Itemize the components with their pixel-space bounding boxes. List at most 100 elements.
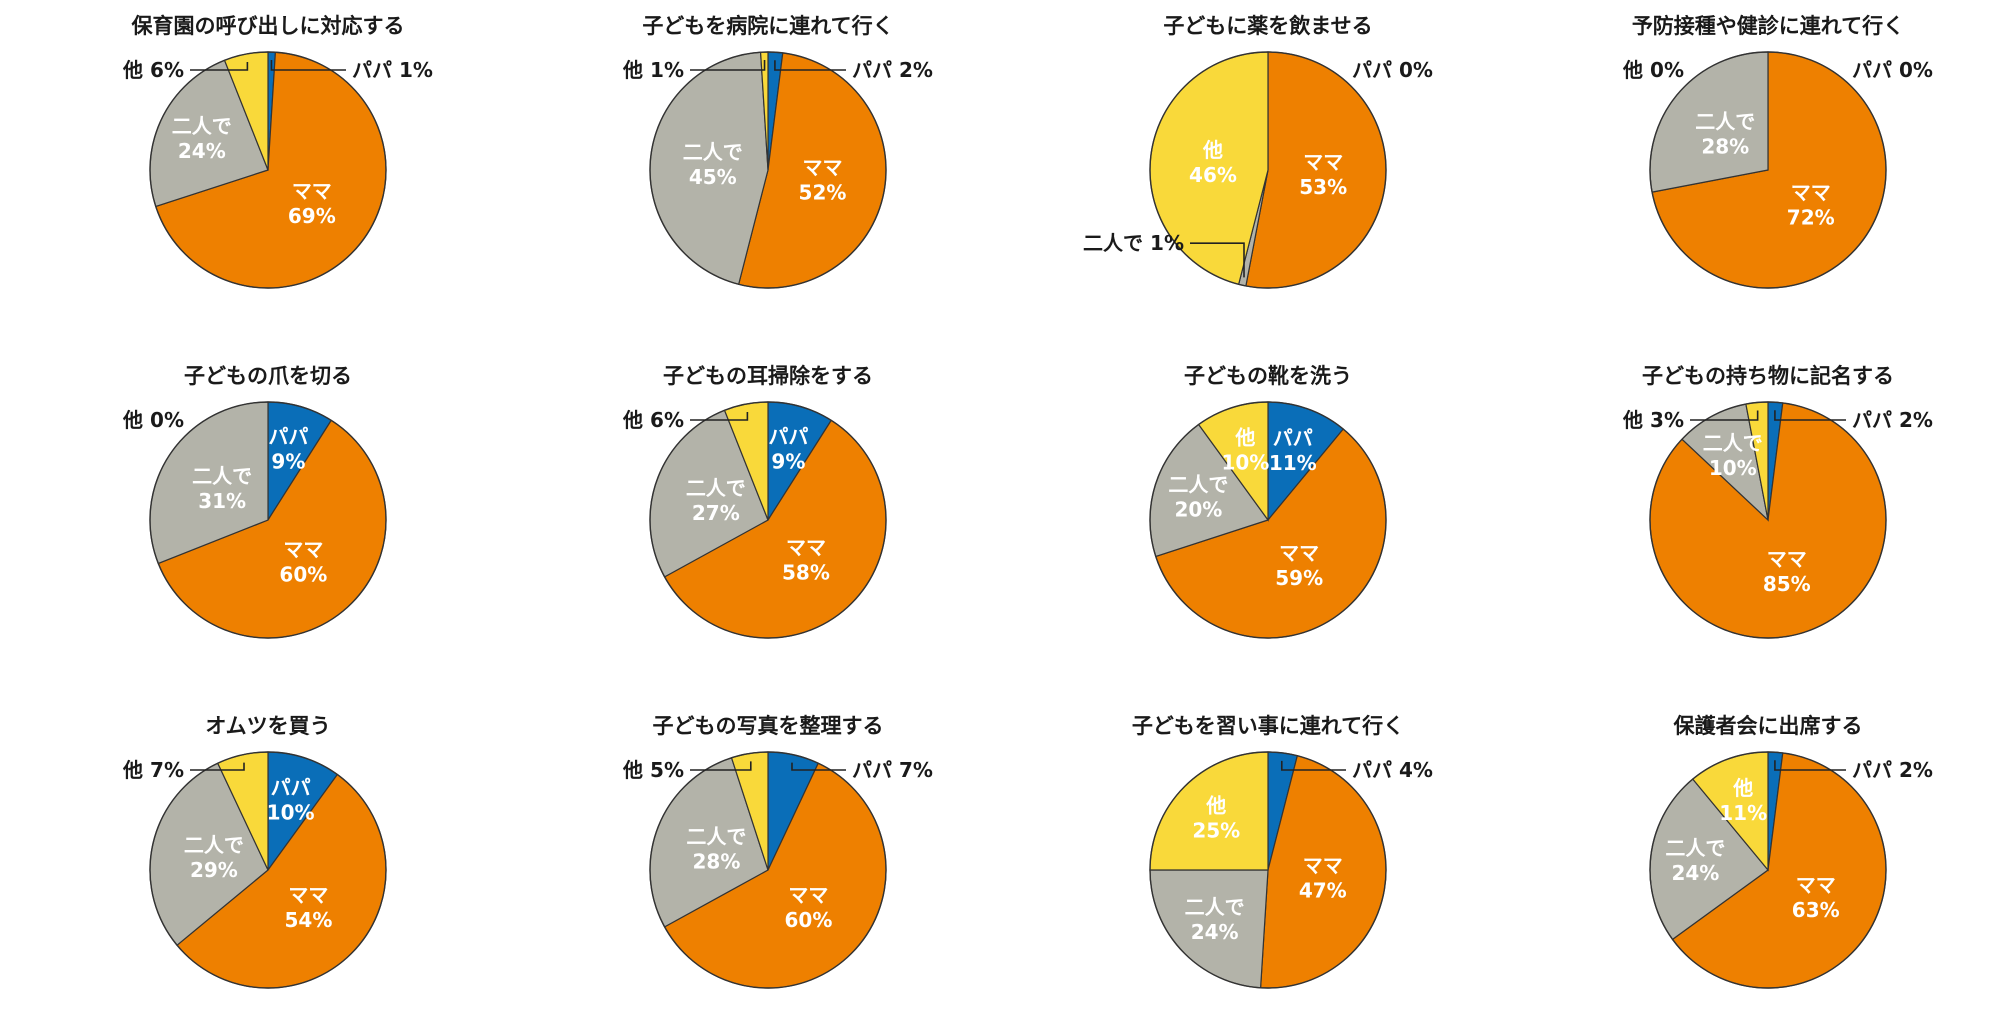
slice-name: パパ (1852, 408, 1892, 432)
slice-name: パパ (852, 58, 892, 82)
slice-label-mama: ママ (1303, 150, 1343, 174)
pie-outline (1149, 751, 1387, 989)
slice-label-papa: パパ (768, 425, 808, 449)
slice-label-futari: 二人で (686, 825, 746, 849)
leader-line (690, 60, 766, 71)
slice-value-papa: 9% (271, 450, 305, 474)
slice-label-mama: ママ (1796, 873, 1836, 897)
slice-name: パパ (1852, 58, 1892, 82)
leader-line (1280, 760, 1346, 771)
slice-label-mama: ママ (1303, 854, 1343, 878)
slice-label-futari: 二人で (1168, 472, 1228, 496)
leader-line (270, 60, 346, 71)
slice-value-papa: 9% (771, 450, 805, 474)
slice-label-papa: パパ 2% (1852, 408, 1933, 432)
slice-value: 2% (1899, 408, 1933, 432)
chart-title: 子どもの耳掃除をする (663, 364, 873, 388)
slice-value-mama: 60% (279, 563, 327, 587)
leader-line (690, 761, 752, 771)
pie-outline (1649, 51, 1887, 289)
slice-label-mama: ママ (292, 179, 332, 203)
leader-line (774, 60, 846, 71)
slice-value-futari: 10% (1709, 456, 1757, 480)
pie-outline (649, 51, 887, 289)
slice-name: 他 (122, 58, 143, 82)
slice-label-papa: パパ (1273, 426, 1313, 450)
slice-value-futari: 24% (1191, 920, 1239, 944)
slice-value: 4% (1399, 758, 1433, 782)
slice-value-futari: 27% (692, 501, 740, 525)
slice-name: 他 (622, 408, 643, 432)
slice-value-other: 46% (1189, 163, 1237, 187)
slice-value-mama: 60% (784, 908, 832, 932)
slice-value-futari: 31% (198, 489, 246, 513)
slice-value-futari: 45% (689, 165, 737, 189)
slice-value: 5% (650, 758, 684, 782)
slice-value-mama: 47% (1299, 879, 1347, 903)
slice-value: 1% (1150, 231, 1184, 255)
slice-value-mama: 59% (1275, 566, 1323, 590)
pie-outline (1149, 51, 1387, 289)
slice-value: 7% (150, 758, 184, 782)
slice-value: 1% (399, 58, 433, 82)
chart-title: 保護者会に出席する (1673, 714, 1863, 738)
slice-name: 他 (622, 758, 643, 782)
slice-label-other: 他 6% (622, 408, 684, 432)
pie-outline (1649, 401, 1887, 639)
chart-title: 子どもに薬を飲ませる (1163, 14, 1372, 38)
slice-value-other: 10% (1221, 450, 1269, 474)
chart-title: 子どもの持ち物に記名する (1642, 364, 1894, 388)
slice-value: 2% (899, 58, 933, 82)
slice-label-other: 他 5% (622, 758, 684, 782)
slice-label-mama: ママ (1279, 541, 1319, 565)
slice-label-papa: パパ (271, 775, 311, 799)
slice-value-mama: 58% (782, 560, 830, 584)
slice-name: パパ (1352, 758, 1392, 782)
slice-value-papa: 11% (1269, 451, 1317, 475)
slice-label-futari: 二人で (1703, 431, 1763, 455)
slice-value: 2% (1899, 758, 1933, 782)
slice-value-futari: 20% (1174, 497, 1222, 521)
slice-label-mama: ママ (786, 535, 826, 559)
slice-value-other: 25% (1192, 818, 1240, 842)
slice-label-other: 他 (1234, 425, 1255, 449)
slice-label-mama: ママ (788, 883, 828, 907)
slice-value: 0% (1399, 58, 1433, 82)
slice-name: パパ (1352, 58, 1392, 82)
slice-label-futari: 二人で (192, 464, 252, 488)
leader-line (1690, 410, 1759, 421)
pie-outline (149, 51, 387, 289)
slice-name: パパ (352, 58, 392, 82)
slice-label-other: 他 1% (622, 58, 684, 82)
leader-line (791, 762, 846, 771)
slice-value-mama: 72% (1787, 205, 1835, 229)
slice-label-other: 他 6% (122, 58, 184, 82)
slice-label-futari: 二人で (1185, 895, 1245, 919)
slice-label-futari: 二人で (1665, 836, 1725, 860)
slice-label-mama: ママ (802, 155, 842, 179)
slice-label-papa: パパ (268, 425, 308, 449)
slice-value-mama: 69% (288, 204, 336, 228)
leader-line (690, 411, 749, 421)
slice-value-futari: 28% (1701, 135, 1749, 159)
chart-title: 子どもの爪を切る (184, 364, 352, 388)
slice-value-futari: 24% (178, 139, 226, 163)
slice-label-papa: パパ 0% (1852, 58, 1933, 82)
chart-title: 子どもの靴を洗う (1184, 364, 1352, 388)
slice-value-mama: 52% (799, 180, 847, 204)
slice-label-futari: 二人で (686, 476, 746, 500)
pie-outline (149, 751, 387, 989)
slice-label-papa: パパ 2% (1852, 758, 1933, 782)
slice-value-mama: 53% (1299, 175, 1347, 199)
chart-title: 保育園の呼び出しに対応する (131, 14, 405, 38)
slice-label-other: 他 (1732, 776, 1753, 800)
